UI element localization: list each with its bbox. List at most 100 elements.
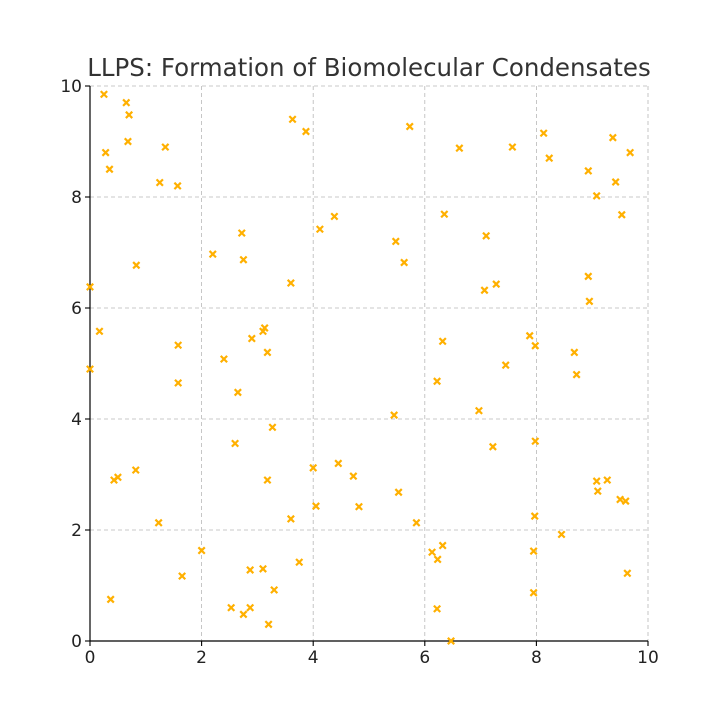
data-point xyxy=(154,518,163,527)
data-point xyxy=(592,191,601,200)
data-point xyxy=(545,154,554,163)
data-point xyxy=(570,348,579,357)
y-tick-label: 0 xyxy=(71,632,82,652)
data-point xyxy=(264,620,273,629)
data-point xyxy=(617,210,626,219)
data-point xyxy=(122,98,131,107)
data-point xyxy=(259,564,267,573)
data-point xyxy=(433,604,442,613)
y-tick-label: 10 xyxy=(60,77,82,97)
data-point xyxy=(626,148,635,157)
data-point xyxy=(412,518,421,527)
grid-layer xyxy=(89,85,649,642)
data-point xyxy=(585,297,594,306)
x-tick-label: 2 xyxy=(196,648,207,668)
data-point xyxy=(286,279,295,288)
data-point xyxy=(501,361,510,370)
data-point xyxy=(233,388,242,397)
data-point xyxy=(572,370,581,379)
data-point xyxy=(593,487,602,496)
x-tick-label: 8 xyxy=(531,648,542,668)
data-point xyxy=(440,210,449,219)
data-point xyxy=(131,466,140,475)
data-point xyxy=(334,459,343,468)
x-tick-label: 6 xyxy=(419,648,430,668)
data-point xyxy=(246,603,255,612)
x-tick-label: 0 xyxy=(85,648,96,668)
data-point xyxy=(390,411,399,420)
ticks-layer: 0 2 4 6 8 10 0 2 4 6 8 10 xyxy=(60,77,658,668)
data-point xyxy=(330,212,339,221)
data-point xyxy=(95,327,104,336)
data-point xyxy=(508,143,517,152)
data-point xyxy=(270,585,279,594)
data-point xyxy=(125,110,134,119)
data-point xyxy=(428,548,437,557)
data-point xyxy=(349,472,358,481)
data-point xyxy=(525,331,534,340)
axes-layer xyxy=(89,86,648,642)
data-point xyxy=(488,442,497,451)
data-point xyxy=(227,603,236,612)
data-point xyxy=(480,286,489,295)
y-tick-label: 4 xyxy=(71,410,82,430)
data-point xyxy=(123,137,132,146)
data-point xyxy=(106,595,115,604)
data-point xyxy=(438,541,447,550)
data-point xyxy=(246,565,255,574)
x-tick-label: 4 xyxy=(308,648,319,668)
data-point xyxy=(295,558,304,567)
data-point xyxy=(113,473,122,482)
data-point xyxy=(433,377,442,386)
chart-title: LLPS: Formation of Biomolecular Condensa… xyxy=(87,53,651,82)
data-point xyxy=(455,144,464,153)
data-point xyxy=(539,129,548,138)
data-point xyxy=(621,497,630,506)
data-point xyxy=(433,555,442,564)
data-point xyxy=(247,334,256,343)
data-point xyxy=(161,143,170,152)
data-point xyxy=(608,133,617,142)
data-point xyxy=(197,546,206,555)
y-tick-label: 6 xyxy=(71,299,82,319)
data-point xyxy=(312,502,320,511)
data-point xyxy=(219,355,228,364)
data-point xyxy=(394,488,403,497)
data-point xyxy=(529,588,538,597)
data-point xyxy=(174,341,183,350)
data-point xyxy=(237,229,246,238)
data-point xyxy=(391,237,400,246)
data-point xyxy=(492,280,501,289)
data-point xyxy=(531,437,540,446)
y-tick-label: 2 xyxy=(71,521,82,541)
data-point xyxy=(86,365,94,374)
data-point xyxy=(101,148,110,157)
data-point xyxy=(584,166,593,175)
data-point xyxy=(105,165,114,174)
data-point xyxy=(173,181,182,190)
data-point xyxy=(174,378,183,387)
data-point xyxy=(592,477,601,486)
data-point xyxy=(286,514,295,523)
data-point xyxy=(400,258,409,267)
data-point xyxy=(405,122,414,131)
y-tick-label: 8 xyxy=(71,188,82,208)
data-point xyxy=(623,569,632,578)
data-point xyxy=(557,530,566,539)
points-layer xyxy=(86,90,635,645)
data-point xyxy=(301,127,310,136)
data-point xyxy=(315,225,324,234)
data-point xyxy=(584,272,593,281)
data-point xyxy=(482,231,491,240)
data-point xyxy=(611,178,620,186)
data-point xyxy=(530,512,539,521)
data-point xyxy=(263,348,272,357)
data-point xyxy=(603,476,612,485)
data-point xyxy=(208,250,217,259)
data-point xyxy=(231,439,240,448)
data-point xyxy=(447,637,456,645)
data-point xyxy=(529,547,538,556)
data-point xyxy=(616,495,625,504)
x-tick-label: 10 xyxy=(637,648,659,668)
